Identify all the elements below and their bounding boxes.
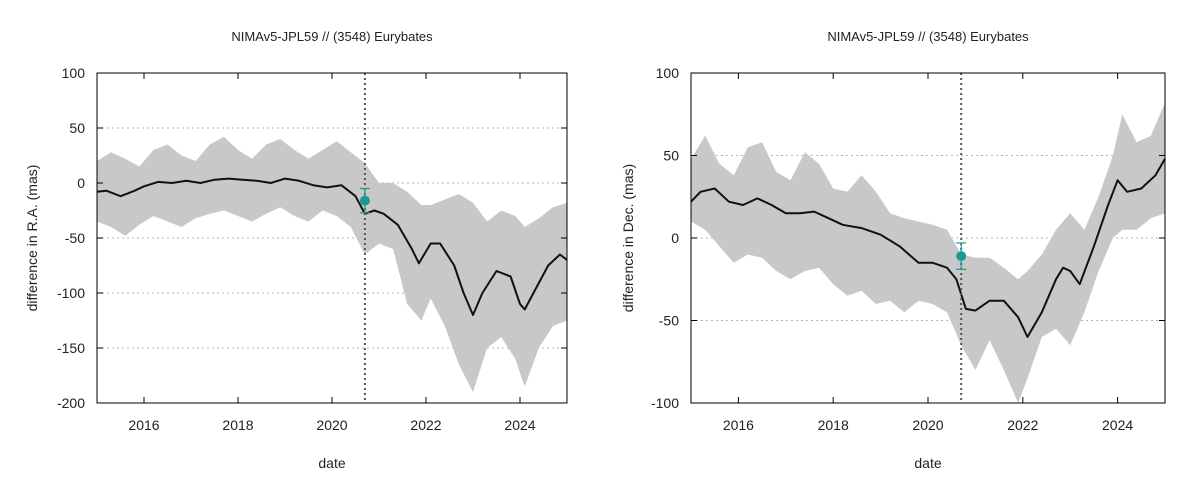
y-tick-label: 100 (62, 65, 86, 81)
x-tick-label: 2018 (818, 417, 849, 433)
x-tick-label: 2024 (504, 417, 535, 433)
x-tick-label: 2020 (912, 417, 943, 433)
x-tick-label: 2022 (410, 417, 441, 433)
y-tick-label: -100 (57, 285, 85, 301)
x-axis-label: date (914, 455, 941, 471)
chart-title: NIMAv5-JPL59 // (3548) Eurybates (827, 29, 1029, 44)
y-axis-label: difference in Dec. (mas) (620, 164, 636, 312)
y-tick-label: 50 (69, 120, 85, 136)
x-tick-label: 2020 (316, 417, 347, 433)
difference-line (96, 177, 568, 316)
x-tick-label: 2024 (1102, 417, 1133, 433)
chart-panel-2: NIMAv5-JPL59 // (3548) Eurybates -100 -50 0… (620, 29, 1166, 471)
y-tick-label: 50 (663, 148, 679, 164)
uncertainty-band (691, 102, 1165, 403)
y-tick-label: -50 (65, 230, 85, 246)
x-axis-label: date (318, 455, 345, 471)
x-tick-label: 2016 (723, 417, 754, 433)
y-tick-label: -200 (57, 395, 85, 411)
x-tick-label: 2018 (222, 417, 253, 433)
x-tick-label: 2022 (1007, 417, 1038, 433)
y-tick-label: 100 (656, 65, 680, 81)
y-tick-label: -50 (659, 313, 679, 329)
y-tick-label: 0 (671, 230, 679, 246)
uncertainty-band (97, 136, 567, 392)
x-tick-label: 2016 (128, 417, 159, 433)
y-tick-label: -150 (57, 340, 85, 356)
observation-point (359, 195, 370, 206)
y-axis-label: difference in R.A. (mas) (24, 165, 40, 312)
chart-panel-1: NIMAv5-JPL59 // (3548) Eurybates -200 -150… (24, 29, 568, 471)
observation-point (956, 251, 967, 262)
difference-line (690, 158, 1166, 338)
chart-title: NIMAv5-JPL59 // (3548) Eurybates (231, 29, 433, 44)
y-tick-label: -100 (651, 395, 679, 411)
y-tick-label: 0 (77, 175, 85, 191)
